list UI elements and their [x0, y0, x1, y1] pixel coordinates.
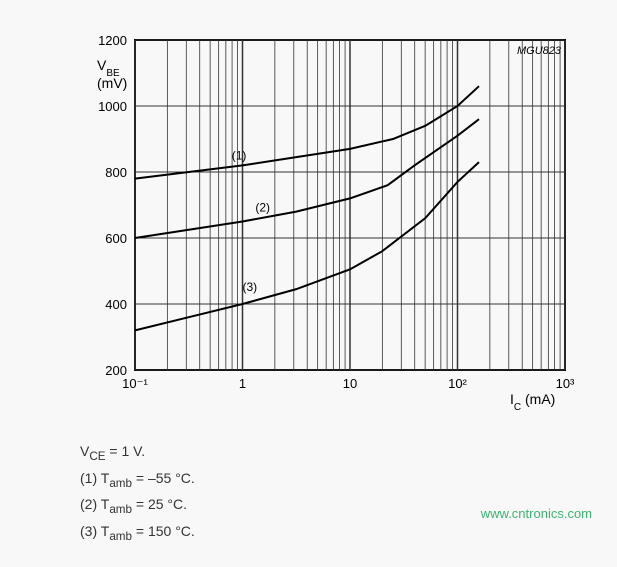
legend-1-sub: amb	[109, 476, 132, 489]
svg-text:400: 400	[105, 297, 127, 312]
legend-3-rest: = 150 °C.	[132, 523, 195, 539]
svg-text:(2): (2)	[255, 201, 270, 215]
legend-vce: VCE = 1 V.	[80, 440, 587, 467]
svg-text:10³: 10³	[556, 376, 575, 391]
svg-text:10⁻¹: 10⁻¹	[122, 376, 148, 391]
svg-text:(1): (1)	[232, 148, 247, 162]
svg-text:600: 600	[105, 231, 127, 246]
svg-text:800: 800	[105, 165, 127, 180]
svg-text:10: 10	[343, 376, 357, 391]
legend-vce-sym: V	[80, 443, 89, 459]
chart-area: 2004006008001000120010⁻¹11010²10³VBE(mV)…	[80, 30, 587, 410]
legend-3-sub: amb	[109, 530, 132, 543]
svg-text:(mV): (mV)	[97, 75, 127, 91]
svg-text:1000: 1000	[98, 99, 127, 114]
legend-vce-rest: = 1 V.	[106, 443, 146, 459]
legend-block: VCE = 1 V. (1) Tamb = –55 °C. (2) Tamb =…	[80, 440, 587, 547]
svg-text:(3): (3)	[243, 280, 258, 294]
svg-text:10²: 10²	[448, 376, 467, 391]
svg-text:MGU823: MGU823	[517, 45, 562, 57]
legend-2-sub: amb	[109, 503, 132, 516]
legend-3: (3) Tamb = 150 °C.	[80, 520, 587, 547]
legend-1-rest: = –55 °C.	[132, 470, 195, 486]
chart-svg: 2004006008001000120010⁻¹11010²10³VBE(mV)…	[80, 30, 575, 410]
svg-text:IC (mA): IC (mA)	[510, 391, 555, 410]
legend-3-prefix: (3) T	[80, 523, 109, 539]
watermark: www.cntronics.com	[481, 506, 592, 521]
svg-text:1: 1	[239, 376, 246, 391]
legend-vce-sub: CE	[89, 450, 105, 463]
legend-2-rest: = 25 °C.	[132, 496, 187, 512]
legend-1-prefix: (1) T	[80, 470, 109, 486]
svg-text:1200: 1200	[98, 33, 127, 48]
legend-2-prefix: (2) T	[80, 496, 109, 512]
legend-1: (1) Tamb = –55 °C.	[80, 467, 587, 494]
